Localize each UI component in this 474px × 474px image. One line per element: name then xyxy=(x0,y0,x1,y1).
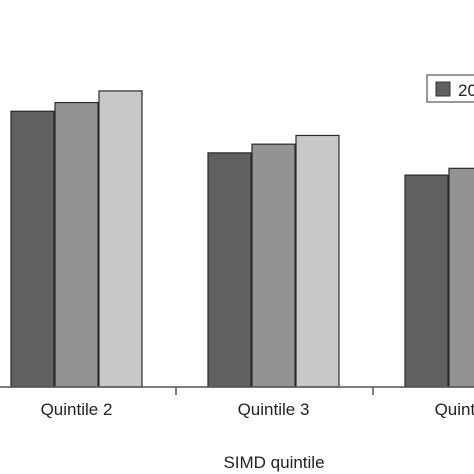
bar-3-series-2 xyxy=(448,167,474,388)
bar-2-series-3 xyxy=(295,134,340,388)
x-axis-title: SIMD quintile xyxy=(223,453,324,472)
x-ticks-group: Quintile 2 Quintile 3 Quintile 4 xyxy=(41,387,474,419)
bar-2-series-1 xyxy=(207,152,252,388)
x-tick-label: Quintile 3 xyxy=(238,400,310,419)
bar-1-series-3 xyxy=(98,90,143,388)
bar-1-series-1 xyxy=(10,110,55,388)
bar-2-series-2 xyxy=(251,143,296,388)
x-tick-label: Quintile 2 xyxy=(41,400,113,419)
bars-group xyxy=(10,90,474,388)
legend-swatch xyxy=(435,81,451,97)
bar-1-series-2 xyxy=(54,101,99,388)
legend: 20 xyxy=(426,74,474,103)
bar-3-series-1 xyxy=(404,174,449,388)
legend-label: 20 xyxy=(458,81,474,100)
x-tick-label: Quintile 4 xyxy=(435,400,474,419)
